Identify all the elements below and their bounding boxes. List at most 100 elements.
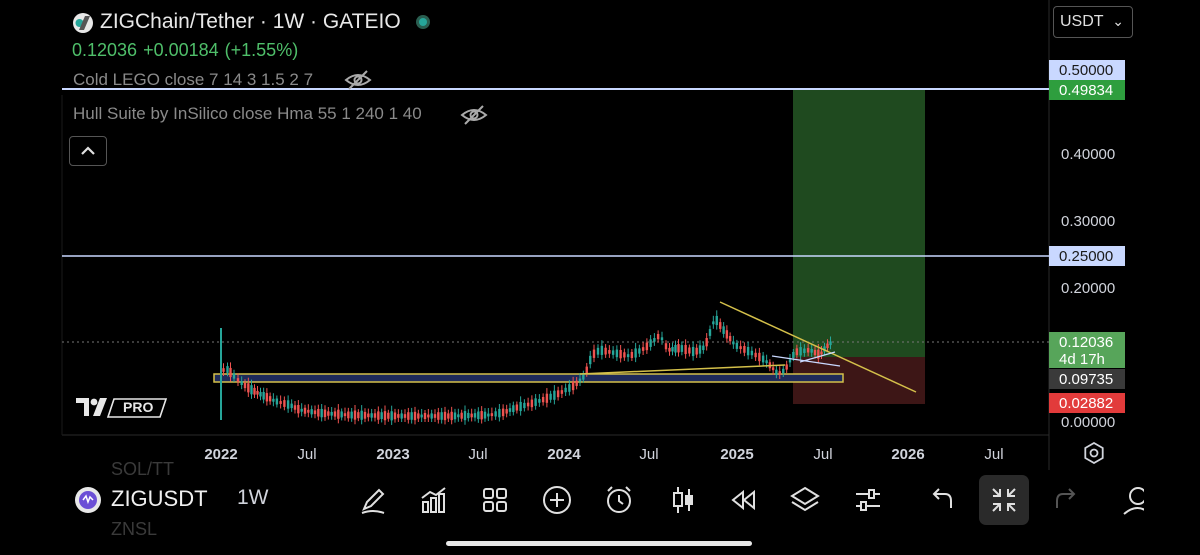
candle-body (226, 366, 229, 373)
add-icon[interactable] (541, 484, 573, 516)
candle-body (541, 397, 545, 403)
indicator-hull-suite[interactable]: Hull Suite by InSilico close Hma 55 1 24… (73, 104, 422, 123)
candle-body (333, 411, 337, 417)
candle-body (350, 411, 353, 419)
draw-icon[interactable] (357, 484, 389, 516)
settings-sliders-icon[interactable] (852, 484, 884, 516)
candle-body (430, 413, 433, 419)
symbol-list-next[interactable]: ZNSL (111, 519, 158, 539)
indicator-cold-lego[interactable]: Cold LEGO close 7 14 3 1.5 2 7 (73, 70, 314, 89)
indicators-icon[interactable] (418, 484, 450, 516)
candle-body (519, 401, 522, 412)
candle-body (680, 345, 684, 352)
home-indicator (446, 541, 752, 546)
candle-body (641, 347, 645, 351)
account-icon[interactable] (1120, 484, 1144, 516)
time-axis[interactable]: 2022 Jul 2023 Jul 2024 Jul 2025 Jul 2026… (0, 440, 1050, 470)
tradingview-watermark: PRO (76, 396, 168, 423)
chevron-up-icon (81, 146, 95, 155)
x-tick: 2024 (547, 446, 581, 463)
candle-body (320, 408, 323, 418)
candle-body (243, 382, 247, 389)
x-tick: 2025 (720, 446, 754, 463)
candle-body (788, 359, 792, 363)
candle-body (286, 400, 290, 409)
candle-body (592, 349, 596, 358)
candle-body (719, 322, 722, 329)
layers-icon[interactable] (789, 484, 821, 516)
candle-body (272, 398, 275, 402)
candle-body (560, 390, 564, 394)
price-label-stop: 0.02882 (1049, 393, 1125, 413)
projection-line (799, 351, 836, 363)
candle-body (549, 393, 552, 400)
collapse-legend-button[interactable] (69, 136, 107, 166)
candle-body (387, 412, 390, 419)
candle-body (695, 347, 698, 355)
x-tick: Jul (813, 446, 833, 463)
timeframe-button[interactable]: 1W (237, 486, 269, 509)
candle-body (604, 347, 607, 355)
symbol-title[interactable]: ZIGChain/Tether · 1W · GATEIO (100, 10, 401, 33)
candle-body (660, 337, 664, 341)
candle-body (754, 352, 757, 358)
currency-select[interactable]: USDT ⌄ (1053, 6, 1133, 38)
candle-body (688, 347, 691, 354)
candle-body (353, 410, 357, 420)
layouts-icon[interactable] (479, 484, 511, 516)
candle-body (556, 390, 560, 398)
symbol-list-prev[interactable]: SOL/TT (111, 459, 175, 479)
candle-body (483, 411, 487, 419)
candle-body (578, 378, 582, 382)
candle-body (403, 414, 407, 418)
candle-body (247, 383, 250, 393)
symbol-search-button[interactable]: ZIGUSDT (111, 486, 208, 511)
price-label-horizontal-line: 0.50000 (1049, 60, 1125, 80)
candle-body (460, 412, 463, 419)
redo-icon[interactable] (1051, 484, 1083, 516)
rising-trendline (579, 364, 786, 375)
candle-body (739, 346, 742, 350)
candle-body (457, 414, 460, 418)
fullscreen-exit-button[interactable] (979, 475, 1029, 525)
candle-body (803, 348, 806, 353)
candle-body (383, 411, 387, 421)
y-tick: 0.40000 (1061, 146, 1116, 163)
price-label-target: 0.49834 (1049, 80, 1125, 100)
candle-body (530, 399, 534, 408)
undo-icon[interactable] (925, 484, 957, 516)
y-tick: 0.30000 (1061, 213, 1116, 230)
candle-body (634, 348, 637, 358)
candle-body (236, 378, 240, 382)
candle-body (664, 343, 668, 350)
hide-indicator-eye-icon[interactable] (460, 104, 488, 126)
candle-body (728, 336, 732, 342)
candle-body (297, 404, 300, 414)
candle-body (310, 409, 313, 415)
candle-body (290, 403, 293, 409)
candle-body (340, 411, 343, 418)
alert-icon[interactable] (603, 484, 635, 516)
candle-body (453, 412, 457, 420)
tradingview-logo-icon (76, 398, 168, 418)
price-label-entry: 0.09735 (1049, 369, 1125, 389)
candle-body (571, 381, 575, 391)
candle-body (377, 411, 380, 420)
x-tick: 2022 (204, 446, 238, 463)
chart-settings-gear-icon[interactable] (1083, 442, 1105, 464)
price-change-percent: (+1.55%) (224, 40, 299, 60)
candle-body (668, 347, 671, 352)
watermark-pro-label: PRO (123, 399, 154, 415)
candle-body (515, 404, 519, 411)
candle-body (806, 348, 810, 353)
candles-icon[interactable] (667, 484, 699, 516)
replay-icon[interactable] (727, 484, 759, 516)
candle-body (330, 411, 333, 416)
bar-countdown: 4d 17h (1059, 351, 1105, 368)
hide-indicator-eye-icon[interactable] (344, 69, 372, 91)
candle-body (473, 413, 477, 418)
candle-body (443, 411, 447, 421)
candle-body (564, 387, 567, 393)
ticker-logo-icon (75, 487, 101, 513)
